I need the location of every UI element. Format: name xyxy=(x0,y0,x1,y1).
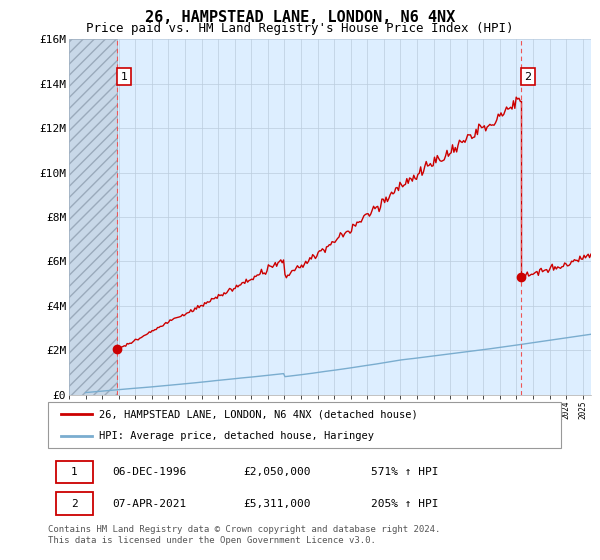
FancyBboxPatch shape xyxy=(56,492,92,515)
Text: 2: 2 xyxy=(71,498,77,508)
Text: £2,050,000: £2,050,000 xyxy=(243,467,310,477)
Text: HPI: Average price, detached house, Haringey: HPI: Average price, detached house, Hari… xyxy=(100,431,374,441)
Text: Contains HM Land Registry data © Crown copyright and database right 2024.
This d: Contains HM Land Registry data © Crown c… xyxy=(48,525,440,545)
FancyBboxPatch shape xyxy=(48,402,561,448)
Text: 07-APR-2021: 07-APR-2021 xyxy=(112,498,187,508)
Text: 06-DEC-1996: 06-DEC-1996 xyxy=(112,467,187,477)
Text: 205% ↑ HPI: 205% ↑ HPI xyxy=(371,498,439,508)
Text: Price paid vs. HM Land Registry's House Price Index (HPI): Price paid vs. HM Land Registry's House … xyxy=(86,22,514,35)
Text: 1: 1 xyxy=(121,72,128,82)
Text: 1: 1 xyxy=(71,467,77,477)
Text: 26, HAMPSTEAD LANE, LONDON, N6 4NX: 26, HAMPSTEAD LANE, LONDON, N6 4NX xyxy=(145,10,455,25)
FancyBboxPatch shape xyxy=(56,461,92,483)
Bar xyxy=(69,39,118,395)
Text: 26, HAMPSTEAD LANE, LONDON, N6 4NX (detached house): 26, HAMPSTEAD LANE, LONDON, N6 4NX (deta… xyxy=(100,409,418,419)
Text: 571% ↑ HPI: 571% ↑ HPI xyxy=(371,467,439,477)
Text: £5,311,000: £5,311,000 xyxy=(243,498,310,508)
Text: 2: 2 xyxy=(524,72,532,82)
